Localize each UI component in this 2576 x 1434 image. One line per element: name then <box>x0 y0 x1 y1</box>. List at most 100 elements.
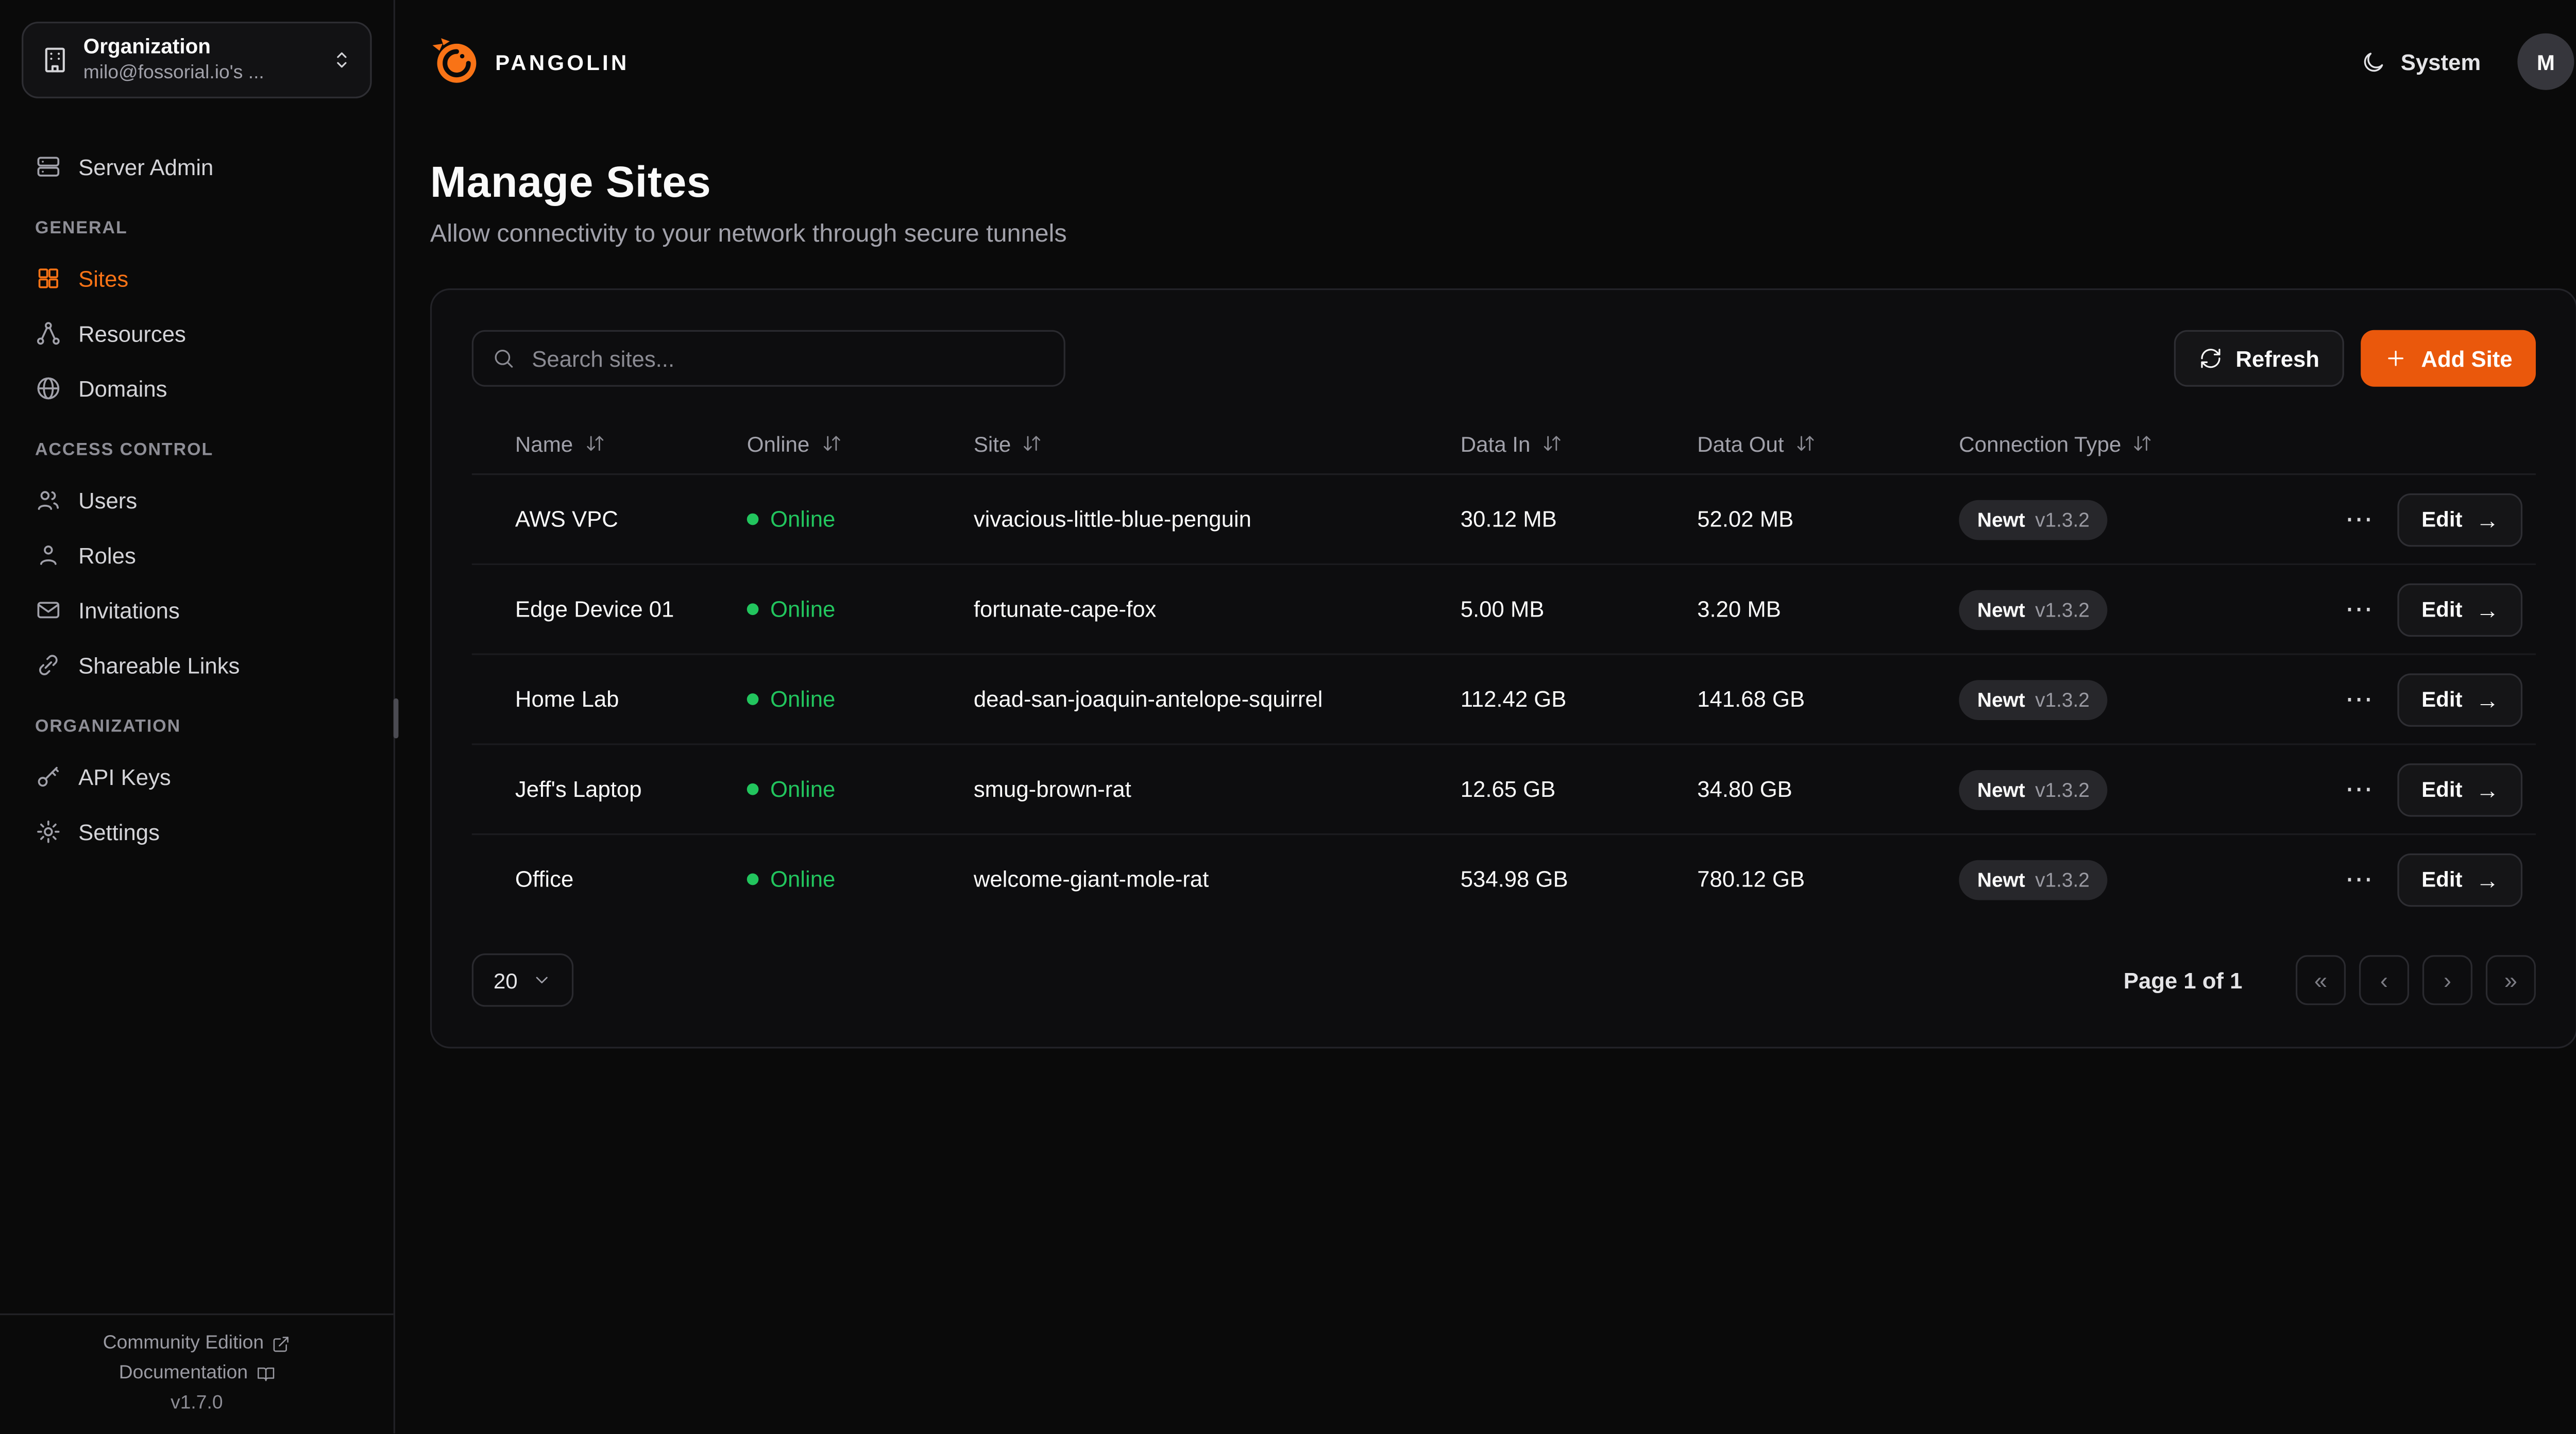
connection-type-badge: Newt v1.3.2 <box>1959 589 2108 629</box>
pagination: Page 1 of 1 « ‹ › » <box>2124 955 2536 1005</box>
sidebar-item-shareable-links[interactable]: Shareable Links <box>22 640 372 690</box>
role-icon <box>40 545 57 565</box>
edit-button[interactable]: Edit → <box>2398 492 2523 546</box>
moon-icon <box>2364 52 2383 71</box>
sidebar-item-users[interactable]: Users <box>22 475 372 525</box>
link-icon <box>39 655 58 675</box>
refresh-icon <box>2201 349 2221 368</box>
edit-button[interactable]: Edit → <box>2398 582 2523 636</box>
sort-icon <box>1797 436 1814 451</box>
documentation-link[interactable]: Documentation <box>119 1363 275 1384</box>
data-out-value: 52.02 MB <box>1697 506 1794 532</box>
sites-card: Refresh Add Site Name Online <box>430 288 2576 1049</box>
chevrons-up-down-icon <box>337 52 347 68</box>
pagination-last-button[interactable]: » <box>2485 955 2536 1005</box>
theme-label: System <box>2400 49 2481 75</box>
column-label: Name <box>515 431 573 456</box>
connection-version: v1.3.2 <box>2035 598 2090 621</box>
site-name: AWS VPC <box>515 506 618 532</box>
book-icon <box>257 1367 274 1380</box>
brand-logo-link[interactable]: PANGOLIN <box>430 37 630 87</box>
column-header-online[interactable]: Online <box>747 431 974 456</box>
org-title: Organization <box>83 36 211 59</box>
sidebar-item-api-keys[interactable]: API Keys <box>22 752 372 801</box>
connection-version: v1.3.2 <box>2035 507 2090 531</box>
sidebar-footer: Community Edition Documentation v1.7.0 <box>0 1313 394 1433</box>
main-area: PANGOLIN System M Manage Sites Allow con… <box>394 0 2576 1433</box>
sort-icon <box>586 436 603 451</box>
sidebar-item-server-admin[interactable]: Server Admin <box>22 142 372 192</box>
online-dot-icon <box>747 873 759 885</box>
row-actions: ⋯ Edit → <box>2336 762 2536 816</box>
status-badge: Online <box>747 687 974 712</box>
status-label: Online <box>770 866 836 892</box>
sidebar-item-sites[interactable]: Sites <box>22 253 372 303</box>
waypoints-icon <box>37 322 60 345</box>
column-header-connection-type[interactable]: Connection Type <box>1959 431 2335 456</box>
users-icon <box>38 491 59 510</box>
column-header-data-in[interactable]: Data In <box>1461 431 1698 456</box>
row-menu-button[interactable]: ⋯ <box>2342 505 2377 534</box>
table-row: Jeff's Laptop Online smug-brown-rat 12.6… <box>471 745 2536 835</box>
data-out-value: 780.12 GB <box>1697 866 1805 892</box>
row-menu-button[interactable]: ⋯ <box>2342 595 2377 623</box>
data-in-value: 5.00 MB <box>1460 596 1545 622</box>
user-avatar[interactable]: M <box>2517 33 2574 90</box>
edit-button[interactable]: Edit → <box>2398 852 2523 906</box>
community-edition-link[interactable]: Community Edition <box>103 1334 291 1354</box>
theme-toggle[interactable]: System <box>2361 49 2481 74</box>
org-selector[interactable]: Organization milo@fossorial.io's ... <box>22 22 372 98</box>
connection-version: v1.3.2 <box>2035 867 2090 891</box>
sidebar-resize-handle[interactable] <box>393 698 399 739</box>
sidebar-item-domains[interactable]: Domains <box>22 363 372 413</box>
page-header: Manage Sites Allow connectivity to your … <box>394 100 2576 248</box>
search-icon <box>495 350 513 368</box>
gear-icon <box>37 821 60 843</box>
column-header-data-out[interactable]: Data Out <box>1697 431 1959 456</box>
org-selector-text: Organization milo@fossorial.io's ... <box>83 34 317 86</box>
column-header-name[interactable]: Name <box>515 431 747 456</box>
pagination-prev-button[interactable]: ‹ <box>2359 955 2410 1005</box>
row-actions: ⋯ Edit → <box>2336 852 2536 906</box>
org-subtitle: milo@fossorial.io's ... <box>83 62 264 83</box>
page-size-select[interactable]: 20 <box>471 953 574 1007</box>
sidebar-item-invitations[interactable]: Invitations <box>22 585 372 635</box>
edit-button-label: Edit <box>2421 866 2463 892</box>
sidebar-item-roles[interactable]: Roles <box>22 530 372 580</box>
connection-type-badge: Newt v1.3.2 <box>1959 769 2108 810</box>
connection-type-badge: Newt v1.3.2 <box>1959 679 2108 720</box>
arrow-right-icon: → <box>2476 595 2499 623</box>
sidebar-item-settings[interactable]: Settings <box>22 807 372 857</box>
sidebar-item-resources[interactable]: Resources <box>22 309 372 358</box>
column-header-site[interactable]: Site <box>974 431 1461 456</box>
add-site-button[interactable]: Add Site <box>2361 330 2536 387</box>
search-input[interactable] <box>528 344 1045 373</box>
arrow-right-icon: → <box>2476 686 2499 713</box>
sort-icon <box>1024 436 1041 451</box>
data-in-value: 534.98 GB <box>1460 866 1568 892</box>
edit-button[interactable]: Edit → <box>2398 672 2523 726</box>
sidebar-item-label: Settings <box>78 819 160 845</box>
page-size-value: 20 <box>493 967 518 993</box>
building-icon <box>45 47 65 73</box>
column-label: Online <box>747 431 810 456</box>
row-menu-button[interactable]: ⋯ <box>2342 865 2377 893</box>
refresh-button[interactable]: Refresh <box>2174 330 2345 387</box>
section-label-organization: ORGANIZATION <box>35 716 181 737</box>
row-menu-button[interactable]: ⋯ <box>2342 775 2377 804</box>
connection-name: Newt <box>1977 687 2025 711</box>
add-site-button-label: Add Site <box>2421 346 2513 371</box>
row-actions: ⋯ Edit → <box>2336 582 2536 636</box>
pagination-next-button[interactable]: › <box>2422 955 2472 1005</box>
sidebar-item-label: API Keys <box>78 764 171 790</box>
data-in-value: 112.42 GB <box>1460 687 1567 712</box>
status-label: Online <box>770 506 836 532</box>
data-out-value: 34.80 GB <box>1697 776 1792 802</box>
refresh-button-label: Refresh <box>2235 346 2320 371</box>
row-menu-button[interactable]: ⋯ <box>2342 685 2377 713</box>
edit-button[interactable]: Edit → <box>2398 762 2523 816</box>
table-row: Home Lab Online dead-san-joaquin-antelop… <box>471 655 2536 745</box>
arrow-right-icon: → <box>2476 866 2499 893</box>
table-row: AWS VPC Online vivacious-little-blue-pen… <box>471 475 2536 566</box>
pagination-first-button[interactable]: « <box>2295 955 2346 1005</box>
